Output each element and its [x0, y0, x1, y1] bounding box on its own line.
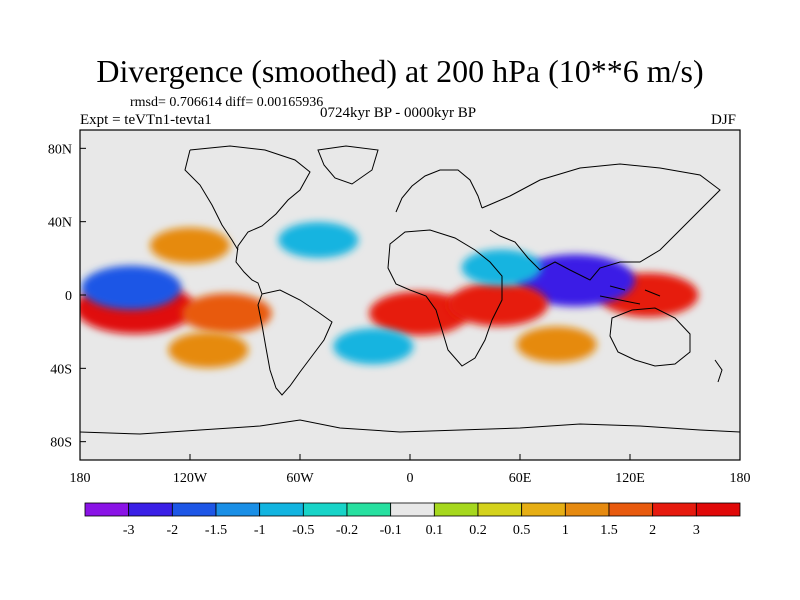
- season-label: DJF: [711, 112, 737, 128]
- colorbar: -3 -2 -1.5 -1 -0.5 -0.2 -0.1 0.1 0.2 0.5 1 1.5 2 3: [84, 502, 741, 538]
- y-tick-label: 80N: [48, 142, 72, 157]
- divergence-field: [80, 222, 699, 368]
- colorbar-swatch: [171, 502, 217, 517]
- field-feature: [516, 326, 597, 363]
- colorbar-swatch: [564, 502, 610, 517]
- period-label: 0724kyr BP - 0000kyr BP: [320, 105, 477, 121]
- coastlines: [80, 145, 740, 435]
- north-america-west-coast: [184, 149, 239, 251]
- colorbar-swatch: [608, 502, 654, 517]
- colorbar-swatch: [477, 502, 523, 517]
- colorbar-swatch: [521, 502, 566, 517]
- y-tick-label: 80S: [50, 436, 72, 451]
- rmsd-diff-stats: rmsd= 0.706614 diff= 0.00165936: [130, 95, 324, 110]
- colorbar-swatch: [695, 502, 741, 517]
- colorbar-label: 0.5: [513, 523, 531, 538]
- chart-title: Divergence (smoothed) at 200 hPa (10**6 …: [96, 53, 704, 89]
- axes: 180 120W 60W 0 60E 120E 180 80N 40N 0 40S 80S: [48, 142, 751, 486]
- colorbar-label: -1: [254, 523, 266, 538]
- maritime-continent-islands: [599, 285, 661, 305]
- colorbar-swatch: [346, 502, 392, 517]
- colorbar-label: -0.1: [380, 523, 402, 538]
- x-tick-label: 60E: [509, 471, 532, 486]
- antarctica-coast: [80, 419, 740, 435]
- x-tick-label: 180: [730, 471, 751, 486]
- colorbar-label: -0.5: [292, 523, 314, 538]
- field-feature: [181, 293, 272, 334]
- colorbar-label: 2: [649, 523, 656, 538]
- colorbar-label: 0.1: [426, 523, 444, 538]
- new-zealand-coast: [714, 359, 723, 383]
- asia-coast: [481, 163, 721, 281]
- colorbar-label: -0.2: [336, 523, 358, 538]
- field-feature: [333, 328, 414, 365]
- europe-coast: [395, 169, 483, 213]
- colorbar-swatch: [128, 502, 173, 517]
- field-feature: [461, 249, 542, 286]
- colorbar-swatch: [302, 502, 348, 517]
- colorbar-swatch: [84, 502, 130, 517]
- australia-coast: [609, 307, 691, 367]
- field-feature: [369, 291, 470, 336]
- colorbar-label: 1.5: [600, 523, 618, 538]
- field-feature: [81, 265, 182, 310]
- colorbar-label: -3: [123, 523, 135, 538]
- y-tick-label: 40S: [50, 362, 72, 377]
- greenland-coast: [317, 145, 379, 185]
- colorbar-swatch: [390, 502, 435, 517]
- y-tick-label: 0: [65, 289, 72, 304]
- colorbar-label: 1: [562, 523, 569, 538]
- colorbar-label: -2: [166, 523, 178, 538]
- colorbar-swatch: [433, 502, 479, 517]
- field-feature: [168, 332, 249, 368]
- field-feature: [150, 227, 230, 264]
- x-tick-label: 180: [70, 471, 91, 486]
- africa-coast: [387, 229, 503, 367]
- y-tick-label: 40N: [48, 216, 72, 231]
- colorbar-swatch: [652, 502, 697, 517]
- field-feature: [278, 222, 359, 258]
- x-tick-label: 120E: [615, 471, 645, 486]
- colorbar-swatch: [259, 502, 304, 517]
- south-america-coast: [257, 289, 333, 396]
- x-tick-label: 120W: [173, 471, 208, 486]
- field-feature: [448, 282, 548, 327]
- x-tick-label: 0: [407, 471, 414, 486]
- north-america-coast: [189, 145, 311, 295]
- colorbar-label: 3: [693, 523, 700, 538]
- x-tick-label: 60W: [286, 471, 314, 486]
- experiment-label: Expt = teVTn1-tevta1: [80, 112, 212, 128]
- colorbar-swatch: [215, 502, 261, 517]
- colorbar-label: 0.2: [469, 523, 487, 538]
- colorbar-label: -1.5: [205, 523, 227, 538]
